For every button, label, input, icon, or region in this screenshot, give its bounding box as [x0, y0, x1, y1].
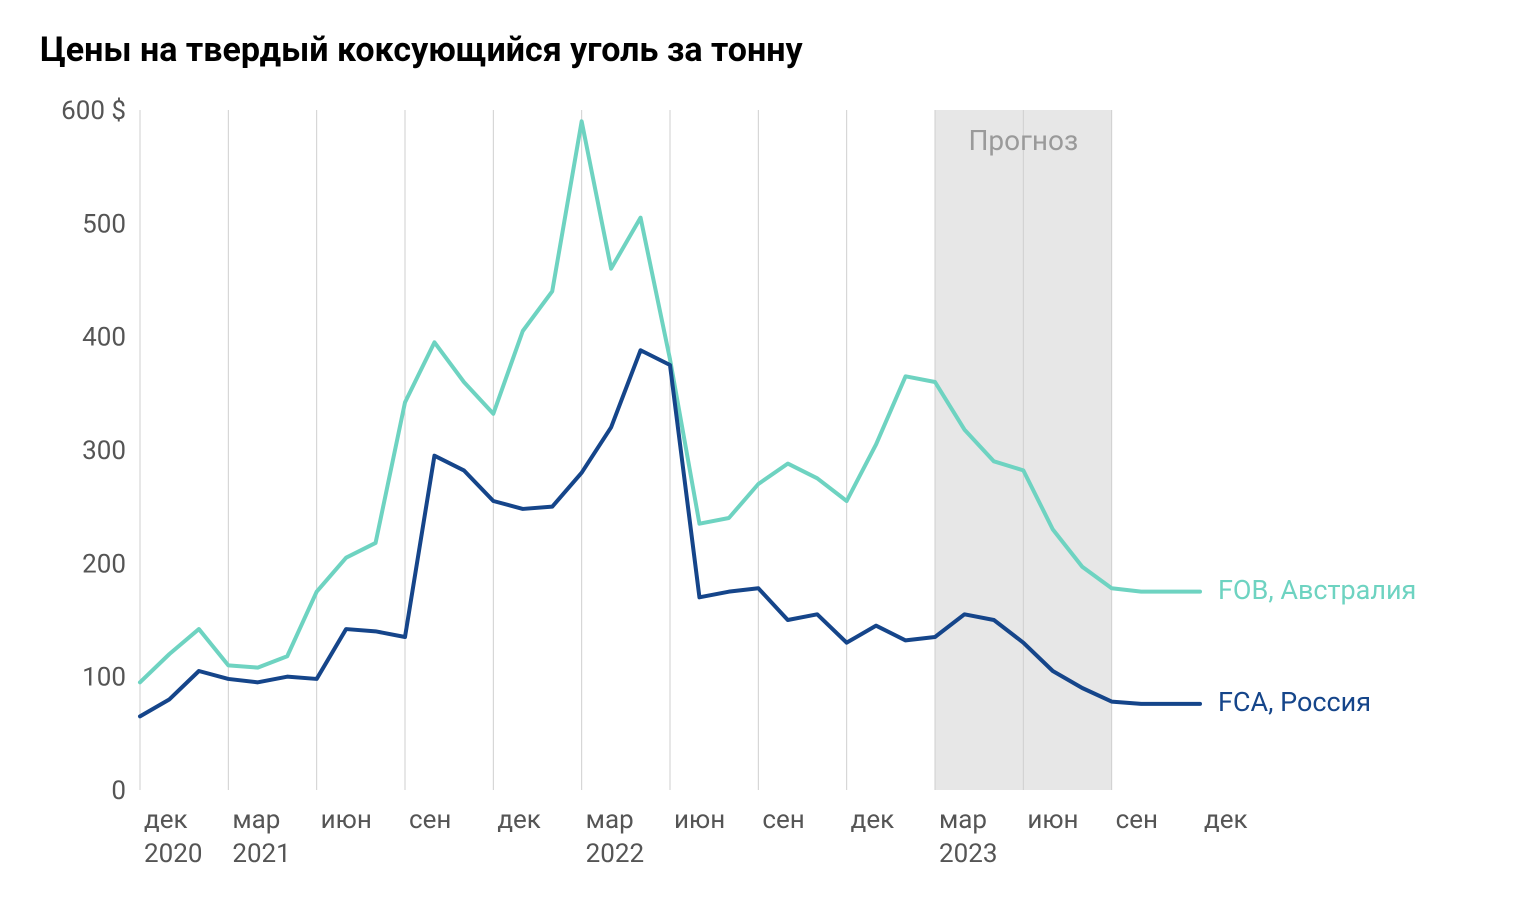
series-label: FCA, Россия	[1218, 686, 1371, 718]
x-tick-label: дек	[851, 805, 895, 835]
y-tick-label: 100	[82, 663, 126, 693]
x-tick-year-label: 2021	[232, 839, 290, 869]
chart-card: Цены на твердый коксующийся уголь за тон…	[0, 0, 1520, 920]
x-tick-label: июн	[1027, 805, 1078, 835]
series-label: FOB, Австралия	[1218, 574, 1416, 606]
chart-title: Цены на твердый коксующийся уголь за тон…	[40, 30, 1480, 70]
x-tick-label: дек	[497, 805, 541, 835]
y-tick-label: 500	[82, 209, 126, 239]
y-tick-label: 300	[82, 436, 126, 466]
x-tick-year-label: 2022	[586, 839, 644, 869]
x-tick-year-label: 2023	[939, 839, 997, 869]
chart-area: Прогноз 0 100 200 300 400 500 600 $ FOB, Австрал…	[40, 90, 1480, 890]
x-tick-label: мар	[586, 805, 634, 835]
x-tick-label: сен	[762, 805, 804, 835]
y-tick-label: 0	[111, 776, 126, 806]
x-tick-label: дек	[1204, 805, 1248, 835]
x-tick-label: сен	[1116, 805, 1158, 835]
y-tick-label: 200	[82, 549, 126, 579]
y-tick-label: 600 $	[61, 96, 126, 126]
x-tick-label: мар	[232, 805, 280, 835]
forecast-label: Прогноз	[968, 124, 1078, 157]
x-tick-year-label: 2020	[144, 839, 202, 869]
x-tick-label: июн	[674, 805, 725, 835]
x-tick-label: мар	[939, 805, 987, 835]
x-tick-label: июн	[321, 805, 372, 835]
line-chart: Прогноз 0 100 200 300 400 500 600 $ FOB, Австрал…	[40, 90, 1480, 890]
x-tick-label: дек	[144, 805, 188, 835]
x-tick-label: сен	[409, 805, 451, 835]
y-tick-label: 400	[82, 323, 126, 353]
